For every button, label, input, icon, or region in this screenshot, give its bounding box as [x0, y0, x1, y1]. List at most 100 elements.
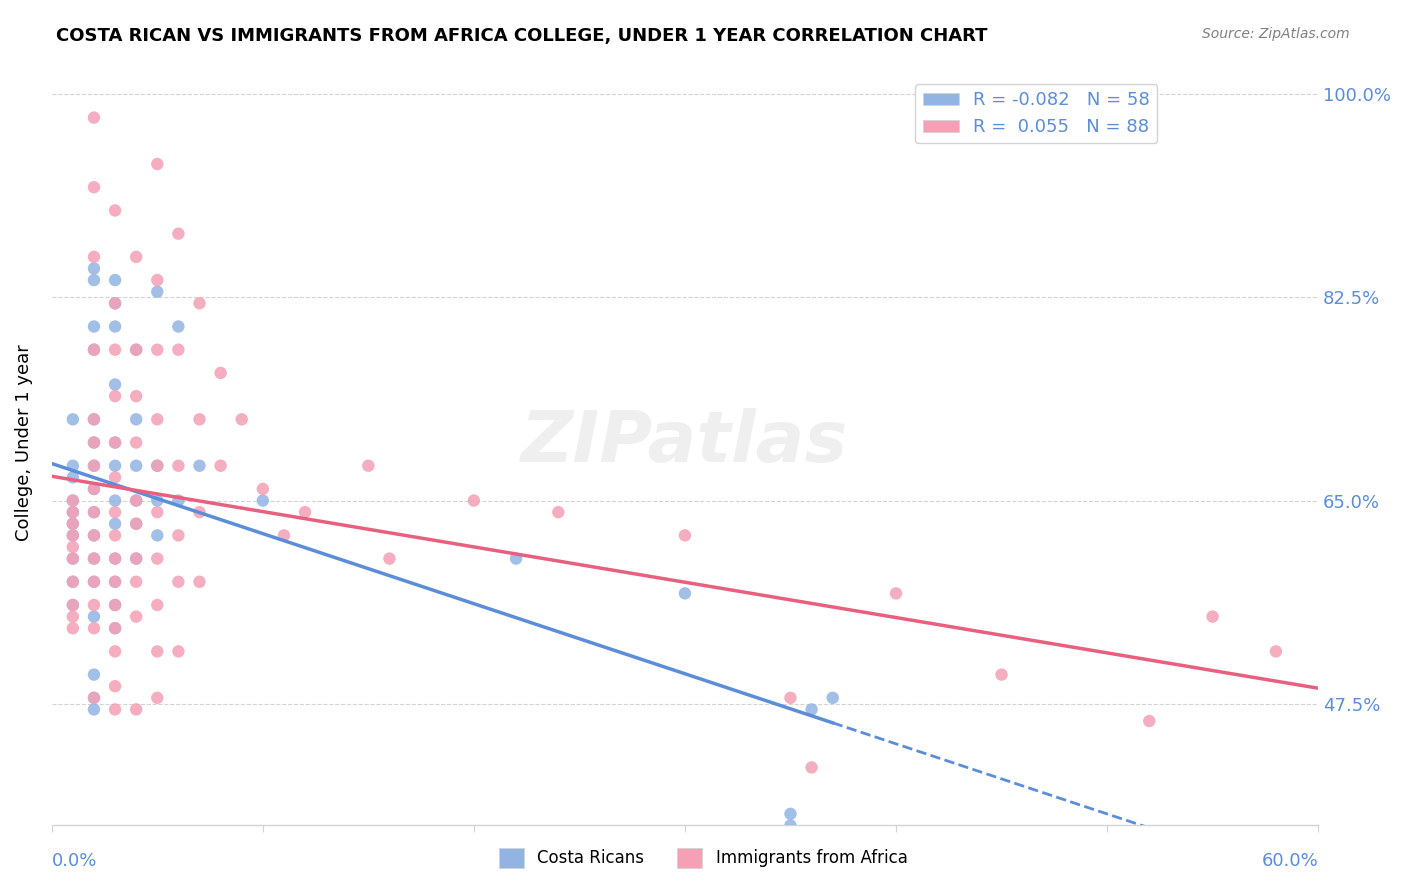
- Point: [125, 343, 148, 357]
- Point: [104, 505, 127, 519]
- Point: [83, 319, 105, 334]
- Point: [146, 551, 169, 566]
- Point: [104, 702, 127, 716]
- Point: [167, 343, 190, 357]
- Point: [83, 250, 105, 264]
- Point: [125, 609, 148, 624]
- Point: [104, 435, 127, 450]
- Point: [167, 458, 190, 473]
- Point: [125, 412, 148, 426]
- Text: COSTA RICAN VS IMMIGRANTS FROM AFRICA COLLEGE, UNDER 1 YEAR CORRELATION CHART: COSTA RICAN VS IMMIGRANTS FROM AFRICA CO…: [56, 27, 988, 45]
- Point: [188, 505, 211, 519]
- Point: [83, 551, 105, 566]
- Point: [83, 528, 105, 542]
- Point: [146, 598, 169, 612]
- Point: [188, 574, 211, 589]
- Point: [125, 516, 148, 531]
- Point: [83, 111, 105, 125]
- Point: [104, 644, 127, 658]
- Point: [83, 458, 105, 473]
- Point: [104, 319, 127, 334]
- Point: [104, 458, 127, 473]
- Point: [104, 296, 127, 310]
- Point: [209, 366, 232, 380]
- Point: [125, 516, 148, 531]
- Point: [779, 690, 801, 705]
- Point: [83, 598, 105, 612]
- Point: [1137, 714, 1160, 728]
- Point: [104, 574, 127, 589]
- Point: [505, 551, 527, 566]
- Point: [104, 574, 127, 589]
- Point: [62, 493, 84, 508]
- Point: [146, 343, 169, 357]
- Point: [83, 667, 105, 681]
- Point: [188, 296, 211, 310]
- Point: [62, 493, 84, 508]
- Text: Source: ZipAtlas.com: Source: ZipAtlas.com: [1202, 27, 1350, 41]
- Point: [104, 273, 127, 287]
- Point: [62, 598, 84, 612]
- Point: [104, 435, 127, 450]
- Point: [62, 540, 84, 554]
- Point: [1264, 644, 1286, 658]
- Point: [62, 516, 84, 531]
- Point: [167, 528, 190, 542]
- Point: [83, 690, 105, 705]
- Point: [167, 227, 190, 241]
- Point: [62, 505, 84, 519]
- Point: [188, 412, 211, 426]
- Point: [104, 551, 127, 566]
- Point: [83, 482, 105, 496]
- Point: [146, 157, 169, 171]
- Point: [146, 285, 169, 299]
- Point: [83, 435, 105, 450]
- Point: [125, 493, 148, 508]
- Point: [104, 470, 127, 484]
- Point: [62, 621, 84, 635]
- Legend: Costa Ricans, Immigrants from Africa: Costa Ricans, Immigrants from Africa: [492, 841, 914, 875]
- Point: [125, 389, 148, 403]
- Point: [146, 505, 169, 519]
- Legend: R = -0.082   N = 58, R =  0.055   N = 88: R = -0.082 N = 58, R = 0.055 N = 88: [915, 84, 1157, 144]
- Point: [104, 528, 127, 542]
- Point: [884, 586, 907, 600]
- Point: [125, 551, 148, 566]
- Point: [779, 806, 801, 821]
- Point: [779, 818, 801, 832]
- Point: [146, 493, 169, 508]
- Point: [1201, 609, 1223, 624]
- Point: [104, 598, 127, 612]
- Point: [167, 493, 190, 508]
- Point: [104, 598, 127, 612]
- Point: [62, 609, 84, 624]
- Point: [62, 458, 84, 473]
- Point: [146, 528, 169, 542]
- Point: [83, 702, 105, 716]
- Point: [800, 760, 823, 774]
- Point: [990, 667, 1012, 681]
- Text: 0.0%: 0.0%: [52, 852, 97, 871]
- Point: [83, 551, 105, 566]
- Point: [83, 273, 105, 287]
- Point: [252, 493, 274, 508]
- Point: [83, 574, 105, 589]
- Point: [104, 621, 127, 635]
- Point: [83, 343, 105, 357]
- Point: [125, 551, 148, 566]
- Point: [252, 482, 274, 496]
- Point: [83, 412, 105, 426]
- Point: [62, 574, 84, 589]
- Point: [83, 343, 105, 357]
- Point: [104, 621, 127, 635]
- Y-axis label: College, Under 1 year: College, Under 1 year: [15, 344, 32, 541]
- Point: [125, 574, 148, 589]
- Point: [463, 493, 485, 508]
- Point: [125, 435, 148, 450]
- Point: [104, 296, 127, 310]
- Point: [146, 412, 169, 426]
- Point: [62, 470, 84, 484]
- Point: [294, 505, 316, 519]
- Point: [83, 261, 105, 276]
- Point: [125, 250, 148, 264]
